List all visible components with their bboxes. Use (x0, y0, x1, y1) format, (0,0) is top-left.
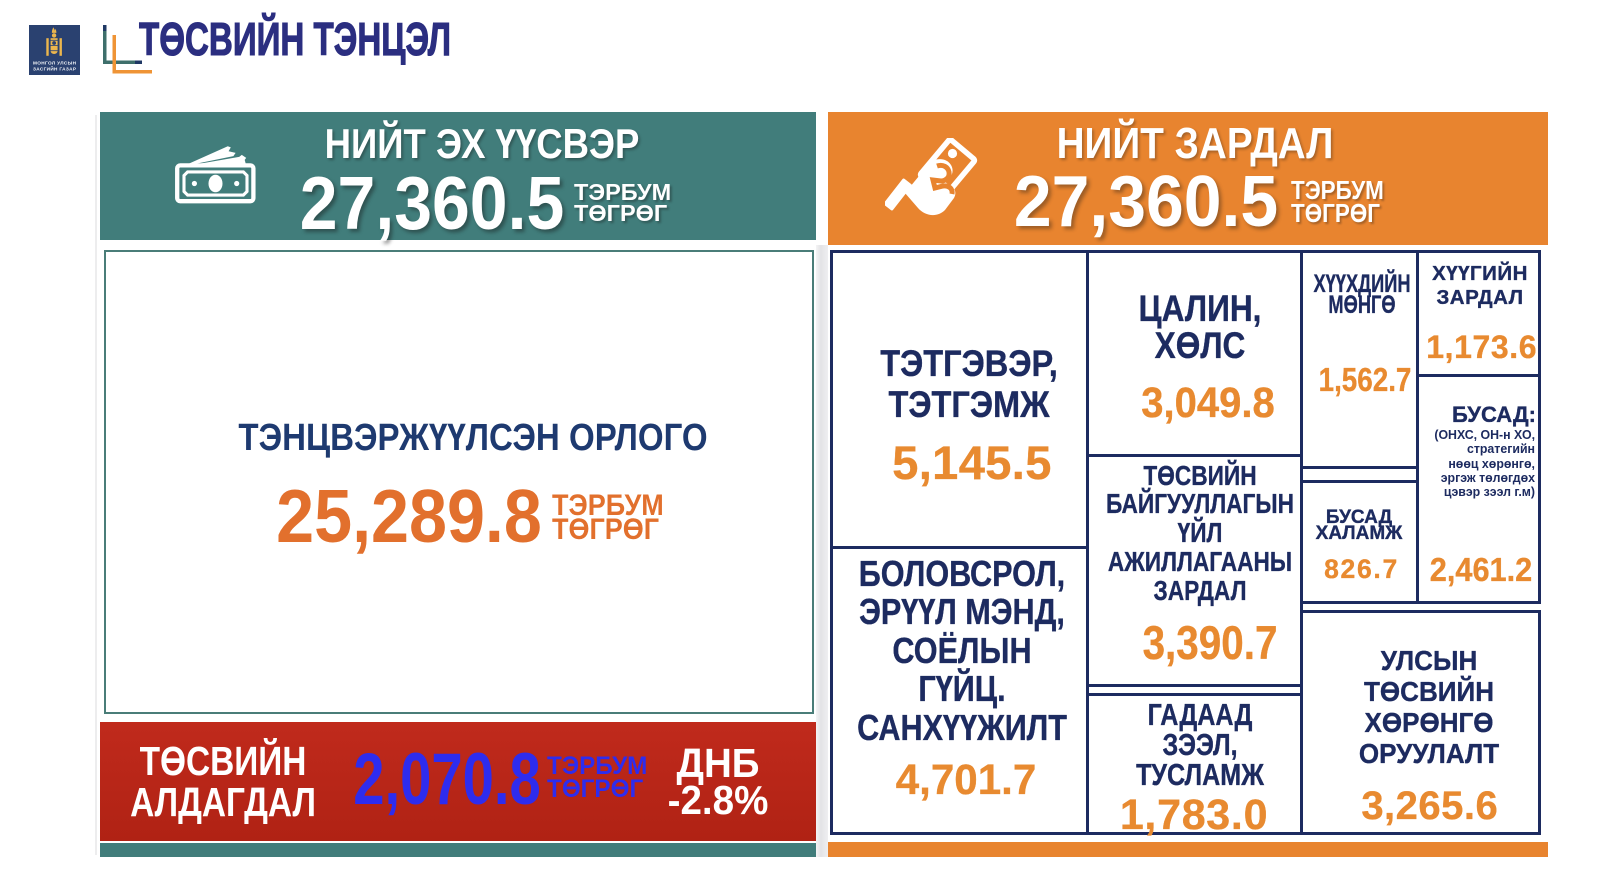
svg-text:МОНГОЛ УЛСЫН: МОНГОЛ УЛСЫН (33, 60, 77, 65)
svg-text:ЗАСГИЙН ГАЗАР: ЗАСГИЙН ГАЗАР (33, 64, 76, 71)
